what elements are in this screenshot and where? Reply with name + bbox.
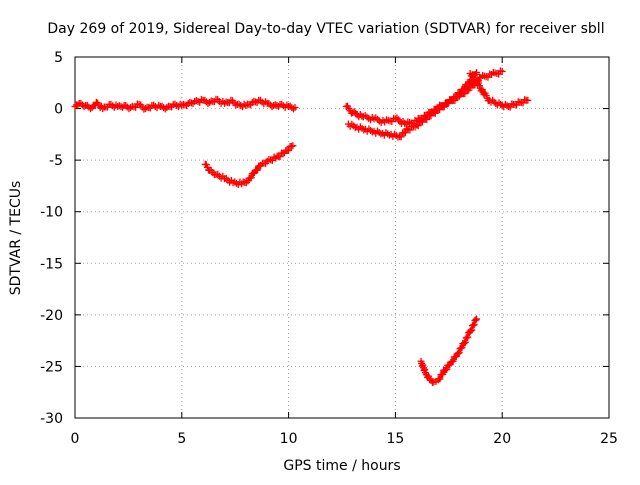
data-point-fill — [449, 357, 457, 365]
data-point-fill — [401, 129, 409, 137]
x-tick-label: 5 — [177, 431, 186, 447]
y-tick-label: -20 — [40, 308, 63, 324]
x-tick-label: 20 — [493, 431, 511, 447]
data-point-fill — [431, 109, 439, 117]
data-point-fill — [406, 126, 414, 134]
plot-frame — [74, 56, 610, 419]
y-tick-label: -30 — [40, 411, 63, 427]
data-point-fill — [122, 101, 130, 109]
data-point-fill — [436, 375, 444, 383]
data-point-fill — [468, 326, 476, 334]
data-point-fill — [457, 89, 465, 97]
data-point-fill — [455, 349, 463, 357]
data-point — [473, 315, 481, 323]
data-point-fill — [401, 119, 409, 127]
y-tick-label: -5 — [49, 153, 63, 169]
data-point-fill — [440, 103, 448, 111]
x-tick-label: 25 — [600, 431, 618, 447]
data-point-fill — [285, 146, 293, 154]
data-point-fill — [279, 102, 287, 110]
x-tick-label: 0 — [71, 431, 80, 447]
y-tick-label: -10 — [40, 205, 63, 221]
data-point-fill — [273, 102, 281, 110]
data-point-fill — [439, 370, 447, 378]
chart-title: Day 269 of 2019, Sidereal Day-to-day VTE… — [47, 21, 604, 37]
x-axis-title: GPS time / hours — [283, 458, 400, 474]
x-tick-label: 15 — [386, 431, 404, 447]
data-point-fill — [461, 338, 469, 346]
data-point — [391, 115, 399, 123]
y-axis-title: SDTVAR / TECUs — [8, 181, 24, 296]
data-point — [206, 98, 214, 106]
data-point — [221, 99, 229, 107]
data-point-fill — [201, 96, 209, 104]
data-point-fill — [465, 80, 473, 88]
data-point-fill — [443, 365, 451, 373]
data-layer — [71, 67, 532, 387]
y-tick-label: -25 — [40, 359, 63, 375]
data-point — [466, 327, 474, 335]
data-point — [291, 104, 299, 112]
tick-layer: 0 5 10 15 20 25 5 0 -5 -10 -15 -20 -25 -30 — [40, 50, 618, 447]
data-point-fill — [414, 122, 422, 130]
data-point-fill — [464, 333, 472, 341]
data-point — [242, 101, 250, 109]
data-point-fill — [287, 142, 295, 150]
data-point-fill — [289, 105, 297, 113]
data-point-fill — [460, 85, 468, 93]
x-tick-label: 10 — [280, 431, 298, 447]
data-point-fill — [117, 103, 125, 111]
data-point-fill — [254, 166, 262, 174]
data-point-fill — [392, 132, 400, 140]
data-point — [460, 340, 468, 348]
data-point — [473, 68, 481, 76]
data-point-fill — [448, 97, 456, 105]
data-point — [141, 105, 149, 113]
data-point — [498, 67, 506, 75]
data-point — [289, 142, 297, 150]
data-point-fill — [472, 316, 480, 324]
data-point-fill — [423, 116, 431, 124]
data-point-fill — [470, 321, 478, 329]
grid-layer — [75, 57, 609, 418]
data-point-fill — [397, 133, 405, 141]
data-point-fill — [77, 99, 85, 107]
y-tick-label: 5 — [54, 50, 63, 66]
data-point-fill — [458, 344, 466, 352]
data-point-fill — [453, 93, 461, 101]
data-point — [524, 96, 532, 104]
y-tick-label: -15 — [40, 256, 63, 272]
data-point-fill — [83, 101, 91, 109]
data-point-fill — [247, 174, 255, 182]
data-point-fill — [265, 99, 273, 107]
data-point-fill — [503, 102, 511, 110]
data-point — [99, 105, 107, 113]
data-point — [163, 104, 171, 112]
y-tick-label: 0 — [54, 102, 63, 118]
data-point — [426, 375, 434, 383]
